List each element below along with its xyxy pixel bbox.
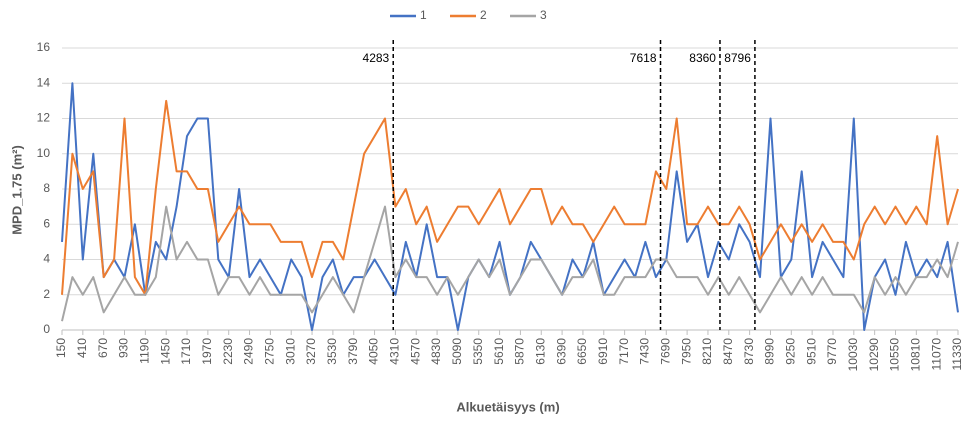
x-tick-label: 8470 bbox=[721, 338, 735, 365]
y-tick-label: 16 bbox=[37, 40, 51, 54]
x-tick-label: 2490 bbox=[242, 338, 256, 365]
x-tick-label: 5090 bbox=[450, 338, 464, 365]
x-tick-label: 1450 bbox=[158, 338, 172, 365]
x-tick-label: 9250 bbox=[783, 338, 797, 365]
y-tick-label: 8 bbox=[43, 181, 50, 195]
x-tick-label: 8990 bbox=[763, 338, 777, 365]
y-tick-label: 0 bbox=[43, 322, 50, 336]
x-tick-label: 5870 bbox=[513, 338, 527, 365]
y-tick-label: 10 bbox=[37, 146, 51, 160]
x-tick-label: 3530 bbox=[325, 338, 339, 365]
y-axis-title: MPD_1.75 (m²) bbox=[9, 145, 24, 235]
x-tick-label: 5350 bbox=[471, 338, 485, 365]
legend-label: 2 bbox=[480, 8, 487, 22]
legend-label: 3 bbox=[540, 8, 547, 22]
x-tick-label: 4830 bbox=[429, 338, 443, 365]
legend-label: 1 bbox=[420, 8, 427, 22]
x-tick-label: 11070 bbox=[929, 338, 943, 371]
x-tick-label: 6130 bbox=[533, 338, 547, 365]
x-tick-label: 4050 bbox=[367, 338, 381, 365]
marker-label: 4283 bbox=[363, 51, 390, 65]
x-tick-label: 930 bbox=[117, 338, 131, 358]
x-tick-label: 150 bbox=[54, 338, 68, 358]
x-axis-title: Alkuetäisyys (m) bbox=[456, 399, 559, 414]
x-tick-label: 6390 bbox=[554, 338, 568, 365]
x-tick-label: 8210 bbox=[700, 338, 714, 365]
marker-label: 8796 bbox=[724, 51, 751, 65]
x-tick-label: 6910 bbox=[596, 338, 610, 365]
x-tick-label: 10810 bbox=[908, 338, 922, 372]
x-tick-label: 8730 bbox=[742, 338, 756, 365]
x-tick-label: 410 bbox=[75, 338, 89, 358]
marker-label: 7618 bbox=[630, 51, 657, 65]
y-tick-label: 6 bbox=[43, 216, 50, 230]
x-tick-label: 2230 bbox=[221, 338, 235, 365]
x-tick-label: 2750 bbox=[263, 338, 277, 365]
x-tick-label: 10030 bbox=[846, 338, 860, 372]
y-tick-label: 2 bbox=[43, 287, 50, 301]
x-tick-label: 11330 bbox=[950, 338, 961, 371]
series-line bbox=[61, 99, 959, 296]
x-tick-label: 7170 bbox=[617, 338, 631, 365]
series-line bbox=[61, 205, 959, 322]
x-tick-label: 7950 bbox=[679, 338, 693, 365]
x-tick-label: 4310 bbox=[388, 338, 402, 365]
x-tick-label: 3790 bbox=[346, 338, 360, 365]
x-tick-label: 10550 bbox=[888, 338, 902, 372]
x-tick-label: 10290 bbox=[867, 338, 881, 372]
x-tick-label: 4570 bbox=[408, 338, 422, 365]
x-tick-label: 5610 bbox=[492, 338, 506, 365]
x-tick-label: 6650 bbox=[575, 338, 589, 365]
x-tick-label: 670 bbox=[96, 338, 110, 358]
x-tick-label: 9770 bbox=[825, 338, 839, 365]
y-tick-label: 12 bbox=[37, 111, 51, 125]
y-tick-label: 4 bbox=[43, 252, 50, 266]
x-tick-label: 1710 bbox=[179, 338, 193, 365]
marker-label: 8360 bbox=[689, 51, 716, 65]
x-tick-label: 3270 bbox=[304, 338, 318, 365]
x-tick-label: 7690 bbox=[658, 338, 672, 365]
x-tick-label: 1190 bbox=[138, 338, 152, 364]
x-tick-label: 7430 bbox=[638, 338, 652, 365]
x-tick-label: 1970 bbox=[200, 338, 214, 365]
x-tick-label: 3010 bbox=[283, 338, 297, 365]
y-tick-label: 14 bbox=[37, 75, 51, 89]
x-tick-label: 9510 bbox=[804, 338, 818, 365]
